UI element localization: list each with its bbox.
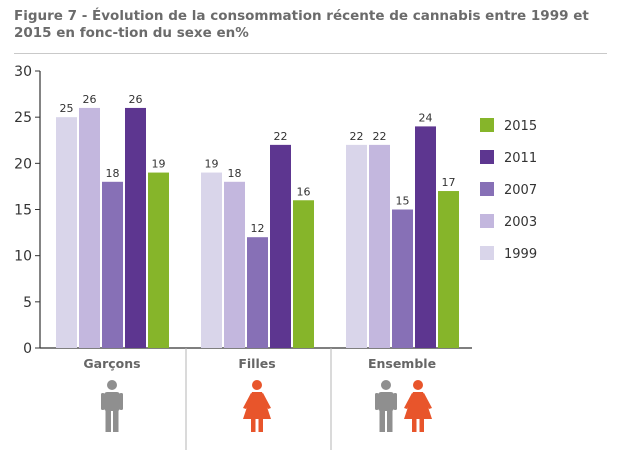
bar-2007-1 <box>247 237 268 348</box>
chart-legend: 2015 2011 2007 2003 1999 <box>480 118 537 262</box>
legend-swatch-2007 <box>480 182 494 196</box>
value-label-1999-1: 19 <box>205 158 219 171</box>
bar-2015-0 <box>148 172 169 348</box>
value-label-2015-1: 16 <box>297 185 311 198</box>
title-divider <box>14 53 607 54</box>
chart-value-labels: 25 26 18 26 19 19 18 12 22 16 22 22 15 24 17 <box>60 93 456 235</box>
bar-2003-2 <box>369 144 390 348</box>
value-label-2007-0: 18 <box>106 167 120 180</box>
value-label-2011-0: 26 <box>129 93 143 106</box>
value-label-2007-2: 15 <box>396 195 410 208</box>
value-label-2015-0: 19 <box>152 158 166 171</box>
bar-2015-2 <box>438 191 459 348</box>
y-tick-label: 25 <box>14 110 32 126</box>
y-tick-label: 15 <box>14 203 32 219</box>
legend-label-1999: 1999 <box>504 247 537 262</box>
bar-1999-0 <box>56 117 77 349</box>
bar-1999-1 <box>201 172 222 348</box>
bar-2015-1 <box>293 200 314 348</box>
legend-label-2015: 2015 <box>504 119 537 134</box>
y-tick-label: 30 <box>14 64 32 80</box>
bar-1999-2 <box>346 144 367 348</box>
category-label: Ensemble <box>368 356 436 371</box>
value-label-2011-2: 24 <box>419 111 433 124</box>
female-figure-icon <box>404 380 432 432</box>
value-label-2003-1: 18 <box>228 167 242 180</box>
value-label-2011-1: 22 <box>274 130 288 143</box>
chart-category-labels: Garçons Filles Ensemble <box>83 356 436 371</box>
male-figure-icon <box>101 380 123 432</box>
legend-label-2007: 2007 <box>504 183 537 198</box>
value-label-2003-0: 26 <box>83 93 97 106</box>
value-label-2015-2: 17 <box>442 176 456 189</box>
legend-label-2003: 2003 <box>504 215 537 230</box>
legend-swatch-1999 <box>480 246 494 260</box>
category-label: Filles <box>238 356 275 371</box>
legend-label-2011: 2011 <box>504 151 537 166</box>
legend-swatch-2015 <box>480 118 494 132</box>
legend-swatch-2011 <box>480 150 494 164</box>
bar-2011-1 <box>270 144 291 348</box>
value-label-1999-2: 22 <box>350 130 364 143</box>
chart-bars <box>56 107 459 349</box>
male-figure-icon <box>375 380 397 432</box>
value-label-2003-2: 22 <box>373 130 387 143</box>
y-tick-label: 5 <box>23 295 32 311</box>
bar-2011-2 <box>415 126 436 349</box>
bar-2007-0 <box>102 181 123 348</box>
value-label-1999-0: 25 <box>60 102 74 115</box>
legend-swatch-2003 <box>480 214 494 228</box>
bar-2003-0 <box>79 107 100 348</box>
chart-icons <box>101 380 432 432</box>
y-tick-label: 10 <box>14 249 32 265</box>
bar-2003-1 <box>224 181 245 348</box>
chart-title: Figure 7 - Évolution de la consommation … <box>14 8 589 41</box>
value-label-2007-1: 12 <box>251 222 265 235</box>
bar-2007-2 <box>392 209 413 348</box>
female-figure-icon <box>243 380 271 432</box>
bar-2011-0 <box>125 107 146 348</box>
y-tick-label: 0 <box>23 341 32 357</box>
category-label: Garçons <box>83 356 140 371</box>
y-tick-label: 20 <box>14 156 32 172</box>
